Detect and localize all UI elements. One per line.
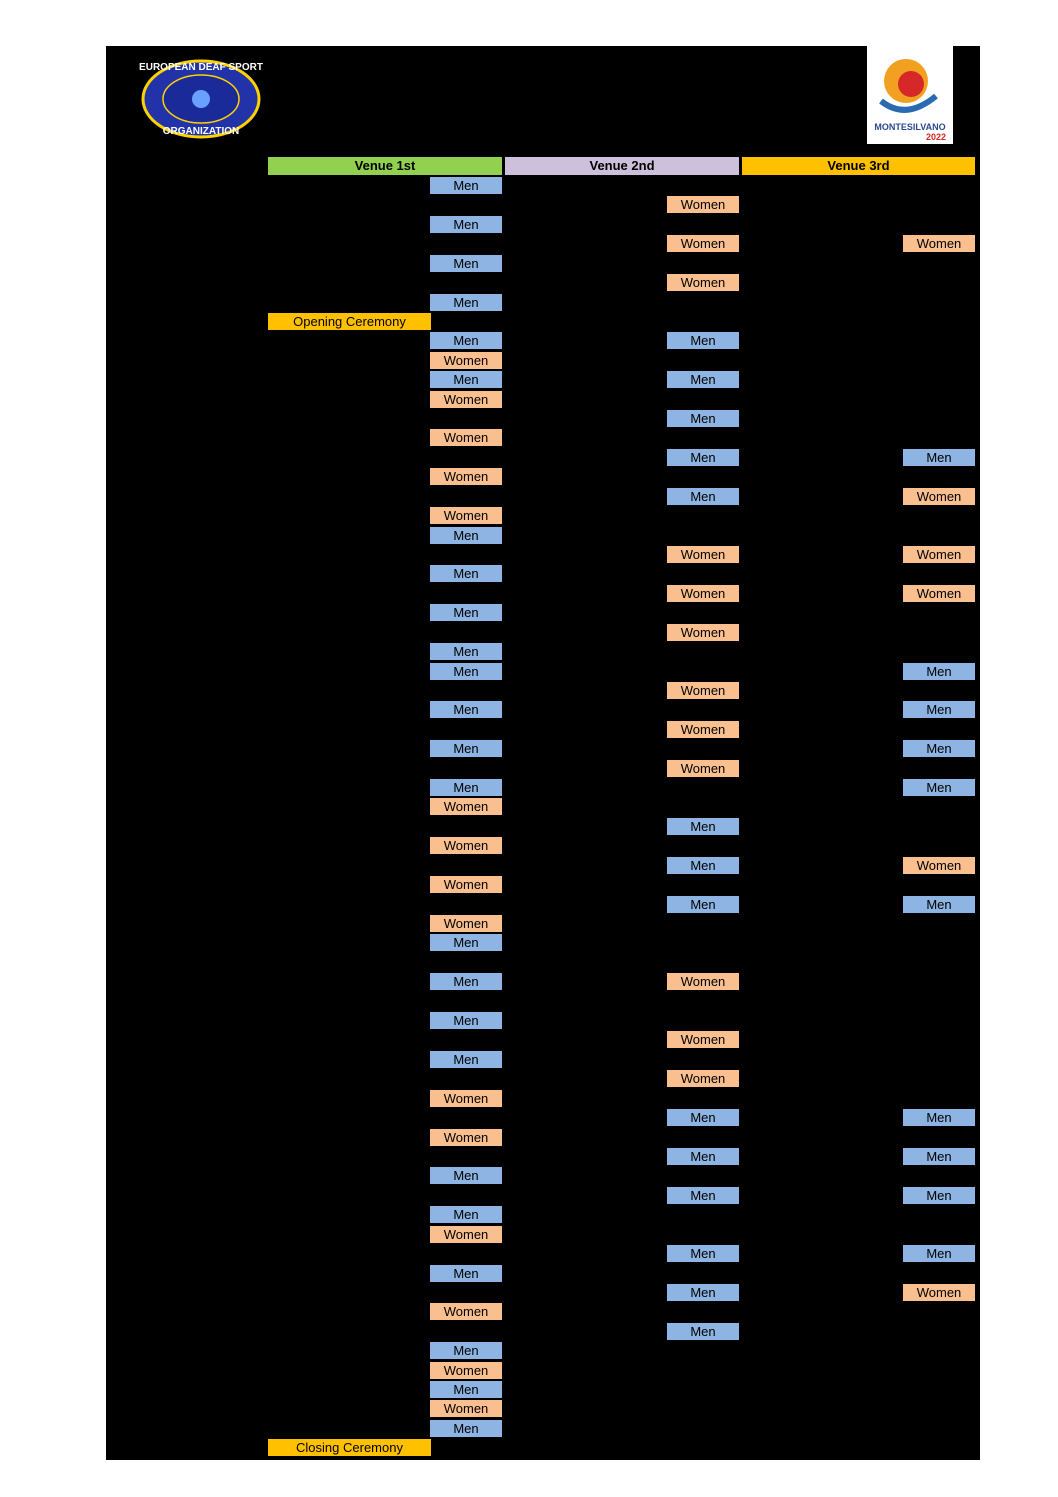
match-cell: Men: [903, 1109, 975, 1127]
match-cell: Men: [667, 1322, 739, 1340]
match-cell: Men: [430, 254, 502, 272]
match-cell: Women: [667, 1070, 739, 1088]
match-cell: Men: [430, 526, 502, 544]
match-cell: Women: [667, 1031, 739, 1049]
match-cell: Women: [430, 429, 502, 447]
match-cell: Women: [430, 798, 502, 816]
match-cell: Men: [667, 1109, 739, 1127]
match-cell: Women: [667, 235, 739, 253]
match-cell: Women: [430, 876, 502, 894]
match-cell: Men: [903, 740, 975, 758]
match-cell: Men: [667, 817, 739, 835]
logo-text-top: EUROPEAN DEAF SPORT: [139, 62, 263, 73]
logos: EUROPEAN DEAF SPORT ORGANIZATION MONTESI…: [139, 46, 953, 144]
match-cell: Men: [430, 177, 502, 194]
match-cell: Women: [667, 720, 739, 738]
match-cell: Men: [430, 779, 502, 797]
match-cell: Men: [430, 332, 502, 350]
match-cell: Women: [430, 1225, 502, 1243]
match-cell: Men: [667, 332, 739, 350]
match-cell: Men: [430, 1264, 502, 1282]
venue-header: Venue 1st: [268, 157, 502, 175]
match-cell: Men: [667, 856, 739, 874]
match-cell: Men: [430, 1206, 502, 1224]
match-cell: Men: [430, 371, 502, 389]
match-cell: Men: [667, 410, 739, 428]
match-cell: Men: [430, 1167, 502, 1185]
match-cell: Men: [430, 701, 502, 719]
match-cell: Men: [430, 293, 502, 311]
match-cell: Women: [667, 681, 739, 699]
match-cell: Women: [667, 584, 739, 602]
match-cell: Men: [430, 934, 502, 952]
match-cell: Men: [667, 371, 739, 389]
match-cell: Men: [667, 448, 739, 466]
match-cell: Women: [430, 914, 502, 932]
match-cell: Men: [667, 1148, 739, 1165]
match-cell: Women: [430, 1128, 502, 1146]
match-cell: Men: [903, 895, 975, 913]
match-cell: Women: [430, 1303, 502, 1321]
match-cell: Women: [903, 487, 975, 505]
logo-text-bottom: ORGANIZATION: [163, 126, 239, 137]
ceremony-cell: Closing Ceremony: [268, 1439, 431, 1457]
ceremony-cell: Opening Ceremony: [268, 312, 431, 330]
match-cell: Women: [430, 1089, 502, 1107]
match-cell: Men: [430, 215, 502, 233]
match-cell: Women: [667, 274, 739, 292]
match-cell: Men: [430, 1012, 502, 1030]
match-cell: Men: [903, 1245, 975, 1263]
match-cell: Men: [430, 604, 502, 622]
match-cell: Women: [667, 545, 739, 563]
match-cell: Men: [667, 1283, 739, 1301]
match-cell: Women: [430, 507, 502, 525]
match-cell: Men: [430, 643, 502, 661]
match-cell: Women: [903, 856, 975, 874]
match-cell: Men: [903, 662, 975, 680]
match-cell: Men: [430, 1342, 502, 1360]
match-cell: Women: [903, 584, 975, 602]
match-cell: Men: [903, 779, 975, 797]
match-cell: Women: [667, 196, 739, 214]
match-cell: Men: [903, 701, 975, 719]
edso-logo: EUROPEAN DEAF SPORT ORGANIZATION: [139, 59, 263, 139]
match-cell: Women: [430, 468, 502, 486]
match-cell: Women: [430, 1400, 502, 1418]
match-cell: Men: [430, 973, 502, 991]
match-cell: Men: [667, 1186, 739, 1204]
match-cell: Men: [667, 895, 739, 913]
match-cell: Women: [430, 1361, 502, 1379]
match-cell: Men: [903, 1186, 975, 1204]
schedule-sheet: EUROPEAN DEAF SPORT ORGANIZATION MONTESI…: [106, 46, 980, 1460]
venue-header: Venue 2nd: [505, 157, 739, 175]
match-cell: Men: [430, 662, 502, 680]
venue-header: Venue 3rd: [742, 157, 975, 175]
match-cell: Men: [667, 1245, 739, 1263]
match-cell: Men: [430, 565, 502, 583]
match-cell: Women: [430, 351, 502, 369]
match-cell: Men: [430, 1419, 502, 1437]
match-cell: Men: [430, 740, 502, 758]
match-cell: Women: [430, 390, 502, 408]
match-cell: Women: [667, 623, 739, 641]
match-cell: Women: [667, 973, 739, 991]
montesilvano-logo: MONTESILVANO 2022: [867, 46, 953, 144]
match-cell: Women: [903, 1283, 975, 1301]
logo-year: 2022: [926, 132, 946, 142]
logo-city: MONTESILVANO: [874, 122, 945, 132]
match-cell: Men: [430, 1050, 502, 1068]
match-cell: Men: [667, 487, 739, 505]
match-cell: Women: [903, 235, 975, 253]
match-cell: Men: [903, 1148, 975, 1165]
match-cell: Women: [430, 837, 502, 855]
match-cell: Men: [430, 1381, 502, 1399]
match-cell: Men: [903, 448, 975, 466]
match-cell: Women: [667, 759, 739, 777]
match-cell: Women: [903, 545, 975, 563]
